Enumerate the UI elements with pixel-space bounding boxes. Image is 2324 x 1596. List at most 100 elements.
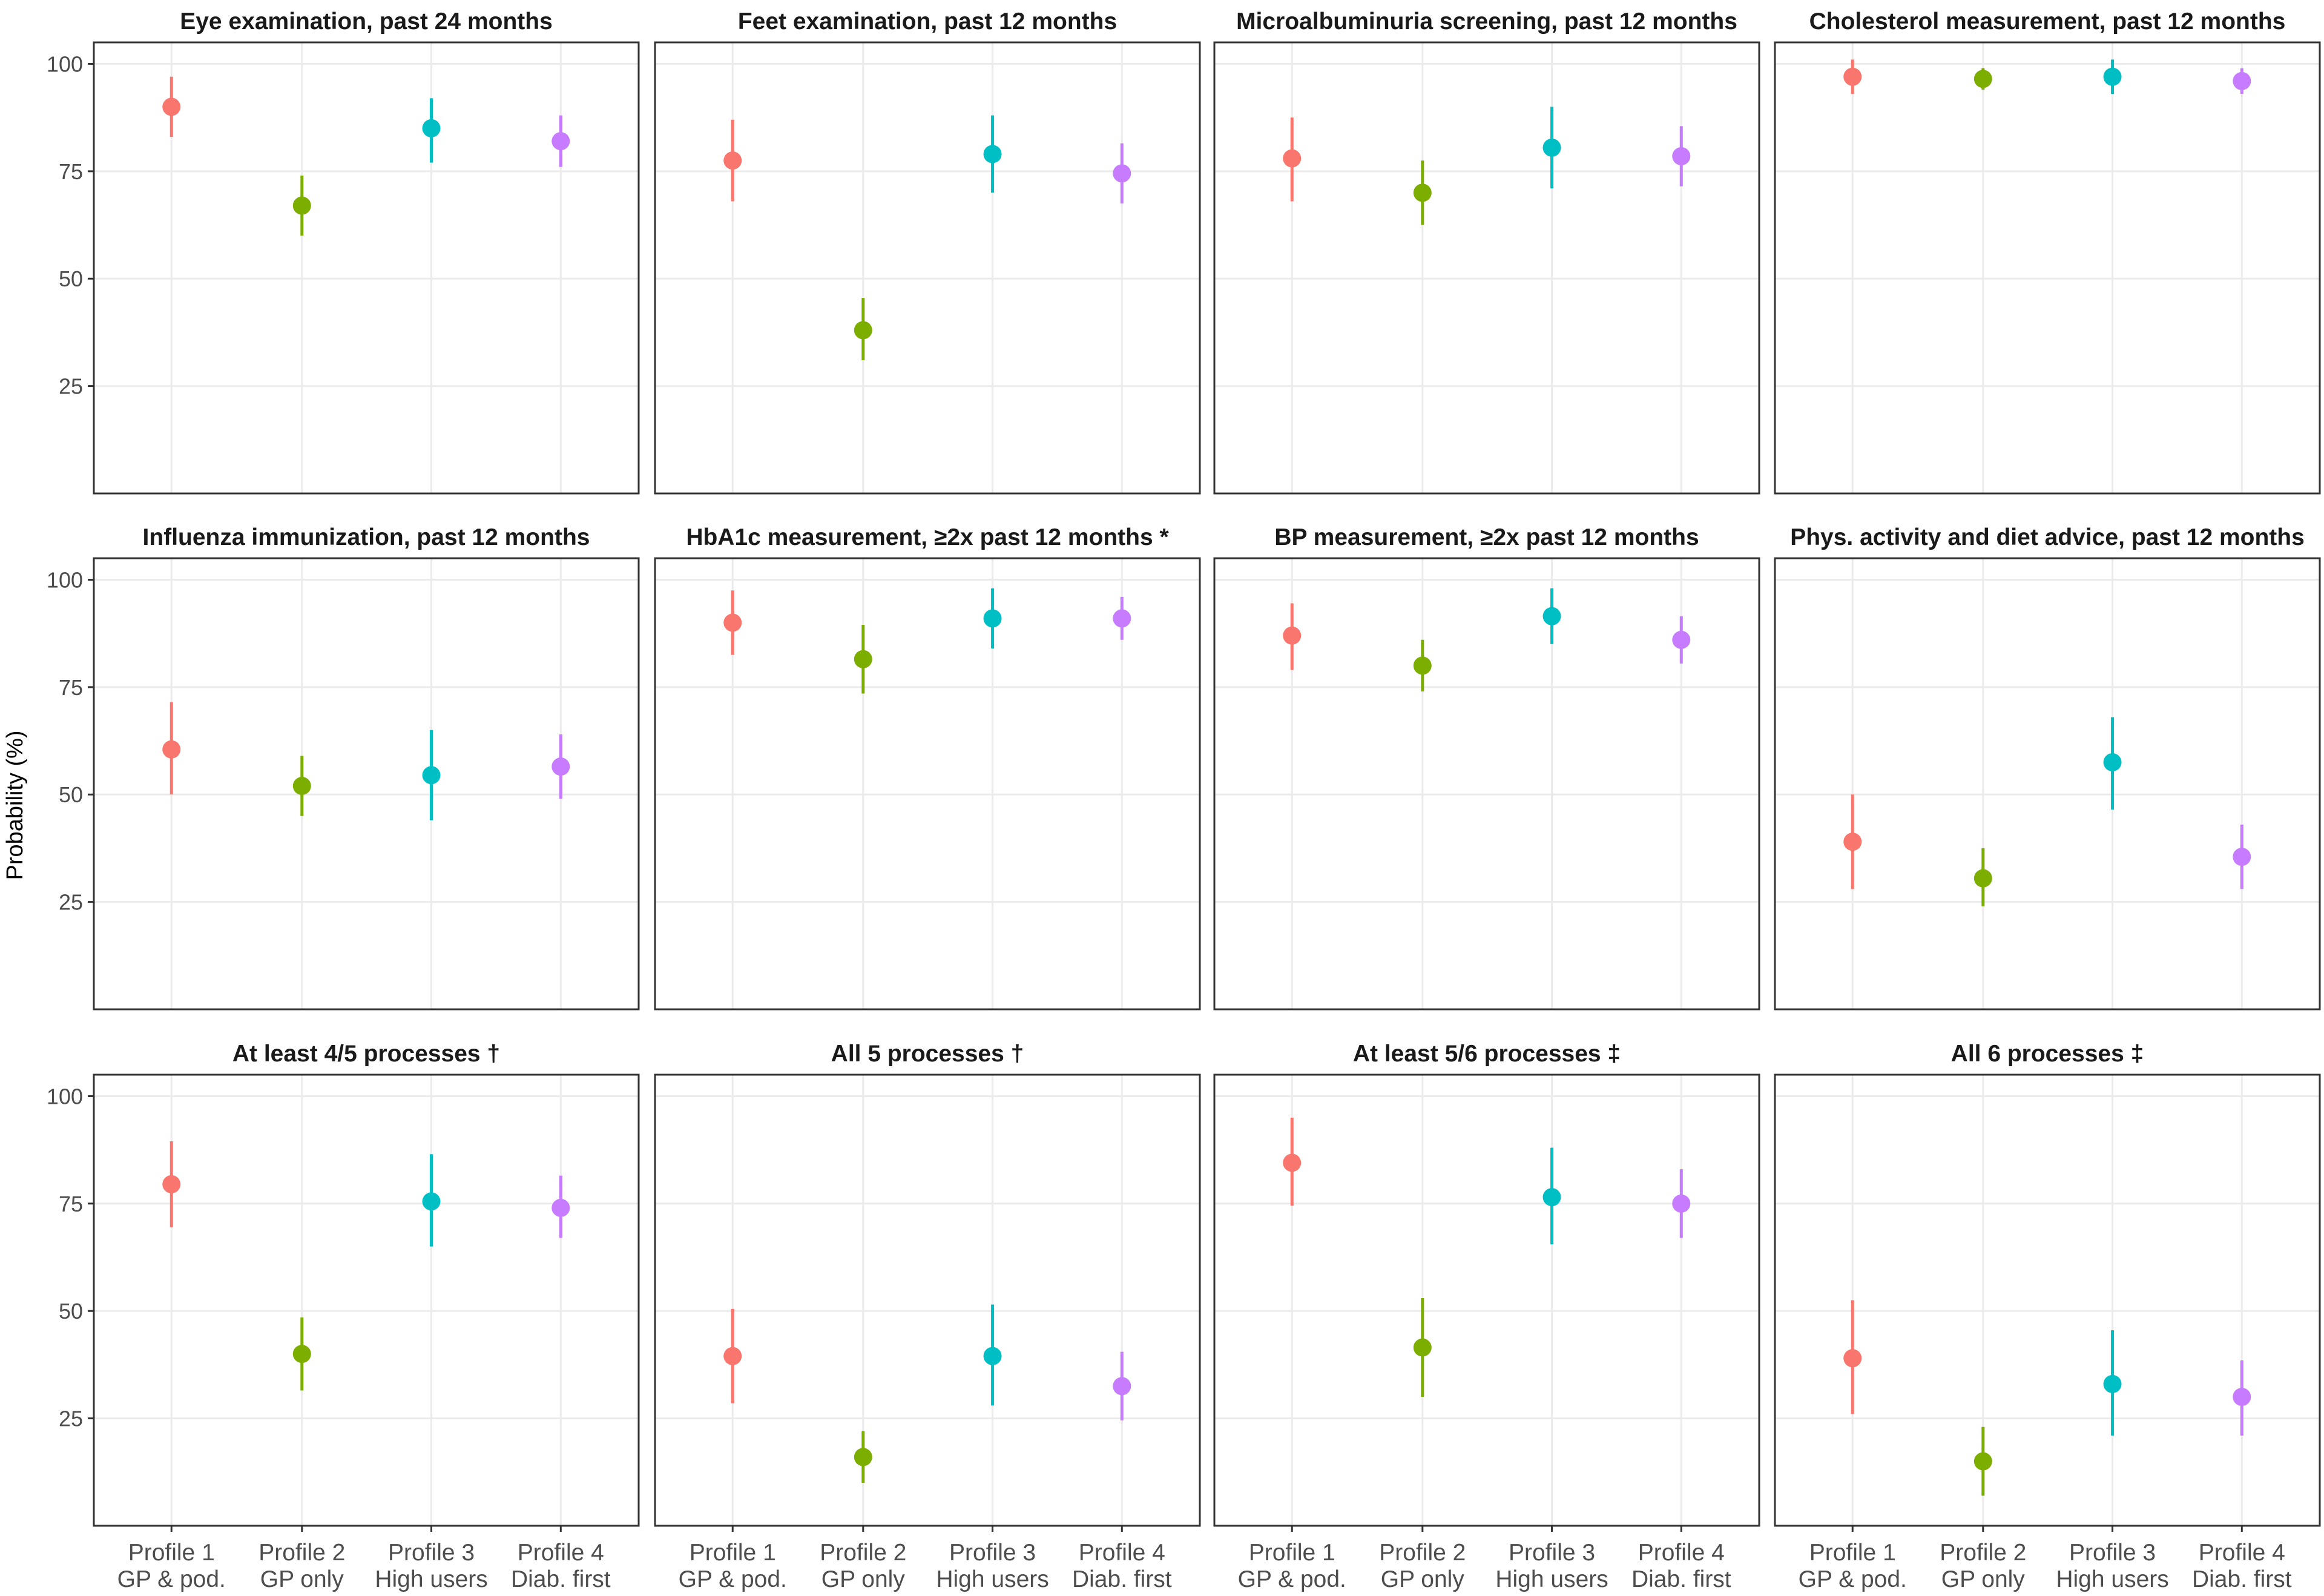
data-point: [1113, 1377, 1131, 1396]
panel-background: [655, 42, 1200, 493]
x-category-sublabel: High users: [375, 1566, 487, 1592]
data-point: [983, 609, 1002, 628]
data-point: [1672, 1194, 1691, 1213]
x-category-sublabel: GP only: [821, 1566, 906, 1592]
data-point: [1542, 1188, 1561, 1207]
panel-background: [94, 558, 639, 1009]
x-category-label: Profile 3: [949, 1540, 1036, 1566]
x-category-sublabel: GP only: [1381, 1566, 1465, 1592]
data-point: [1283, 149, 1302, 168]
x-category-sublabel: GP & pod.: [1238, 1566, 1346, 1592]
y-tick-label: 25: [59, 1406, 83, 1431]
panel-background: [1214, 1075, 1759, 1526]
x-category-label: Profile 4: [1638, 1540, 1725, 1566]
x-category-label: Profile 3: [1509, 1540, 1595, 1566]
x-category-sublabel: GP only: [260, 1566, 344, 1592]
panel-border: [93, 1073, 640, 1527]
x-category-label: Profile 1: [1249, 1540, 1335, 1566]
data-point: [162, 1175, 181, 1193]
panel-2: Feet examination, past 12 months: [654, 8, 1201, 495]
data-point: [422, 119, 441, 137]
x-category-label: Profile 4: [1079, 1540, 1165, 1566]
data-point: [551, 132, 570, 151]
panel-title: BP measurement, ≥2x past 12 months: [1274, 524, 1699, 550]
panel-3: Microalbuminuria screening, past 12 mont…: [1213, 8, 1760, 495]
panel-border: [1213, 1073, 1760, 1527]
data-point: [1542, 607, 1561, 625]
panel-title: Influenza immunization, past 12 months: [143, 524, 590, 550]
data-point: [551, 1198, 570, 1217]
data-point: [292, 1345, 311, 1364]
data-point: [1843, 833, 1862, 851]
panel-border: [1774, 41, 2321, 495]
panel-4: Cholesterol measurement, past 12 months: [1774, 8, 2321, 495]
data-point: [292, 777, 311, 796]
panel-border: [1774, 1073, 2321, 1527]
data-point: [2103, 1374, 2122, 1393]
y-tick-label: 50: [59, 782, 83, 807]
panel-title: Eye examination, past 24 months: [180, 8, 553, 35]
data-point: [983, 145, 1002, 163]
x-category-label: Profile 3: [2069, 1540, 2156, 1566]
data-point: [2103, 67, 2122, 86]
panel-border: [654, 1073, 1201, 1527]
x-category-label: Profile 2: [820, 1540, 906, 1566]
x-category-sublabel: High users: [936, 1566, 1048, 1592]
panel-background: [1214, 558, 1759, 1009]
y-tick-label: 50: [59, 1299, 83, 1324]
panel-border: [1213, 41, 1760, 495]
data-point: [422, 766, 441, 785]
x-category-label: Profile 4: [518, 1540, 604, 1566]
data-point: [2103, 753, 2122, 772]
data-point: [2233, 1388, 2251, 1406]
panel-border: [1213, 557, 1760, 1011]
panel-10: All 5 processes † Profile 1GP & pod. Profi…: [654, 1041, 1201, 1592]
panel-title: All 5 processes †: [831, 1041, 1024, 1067]
x-category-label: Profile 2: [258, 1540, 345, 1566]
data-point: [551, 757, 570, 776]
y-tick-label: 100: [47, 1084, 83, 1109]
data-point: [422, 1192, 441, 1211]
panel-background: [1775, 1075, 2320, 1526]
data-point: [1113, 164, 1131, 183]
panel-9: At least 4/5 processes † 25 50 75 100 Profile…: [47, 1041, 640, 1592]
x-category-sublabel: High users: [1495, 1566, 1608, 1592]
data-point: [2233, 71, 2251, 90]
panel-title: HbA1c measurement, ≥2x past 12 months *: [686, 524, 1169, 550]
data-point: [854, 650, 872, 668]
data-point: [1413, 656, 1432, 675]
x-category-sublabel: High users: [2056, 1566, 2168, 1592]
panel-12: All 6 processes ‡ Profile 1GP & pod. Profi…: [1774, 1041, 2321, 1592]
y-axis-title: Probability (%): [2, 730, 28, 880]
panel-background: [94, 42, 639, 493]
x-category-label: Profile 2: [1940, 1540, 2026, 1566]
data-point: [723, 613, 742, 632]
data-point: [1843, 67, 1862, 86]
data-point: [1413, 183, 1432, 202]
panel-border: [93, 557, 640, 1011]
panel-background: [1214, 42, 1759, 493]
panel-title: Cholesterol measurement, past 12 months: [1809, 8, 2286, 35]
panel-border: [654, 557, 1201, 1011]
panel-border: [1774, 557, 2321, 1011]
data-point: [854, 321, 872, 340]
data-point: [1113, 609, 1131, 628]
panel-11: At least 5/6 processes ‡ Profile 1GP & po…: [1213, 1041, 1760, 1592]
data-point: [1973, 869, 1992, 888]
panel-border: [93, 41, 640, 495]
data-point: [162, 740, 181, 759]
y-tick-label: 75: [59, 159, 83, 184]
data-point: [723, 151, 742, 170]
data-point: [1542, 138, 1561, 157]
y-tick-label: 100: [47, 567, 83, 592]
data-point: [1413, 1338, 1432, 1357]
x-category-sublabel: Diab. first: [511, 1566, 611, 1592]
panel-5: Influenza immunization, past 12 months 25…: [47, 524, 640, 1011]
x-category-sublabel: GP & pod.: [679, 1566, 787, 1592]
panel-background: [1775, 558, 2320, 1009]
panel-8: Phys. activity and diet advice, past 12 …: [1774, 524, 2321, 1011]
x-category-label: Profile 2: [1379, 1540, 1466, 1566]
data-point: [983, 1347, 1002, 1365]
data-point: [1283, 626, 1302, 645]
